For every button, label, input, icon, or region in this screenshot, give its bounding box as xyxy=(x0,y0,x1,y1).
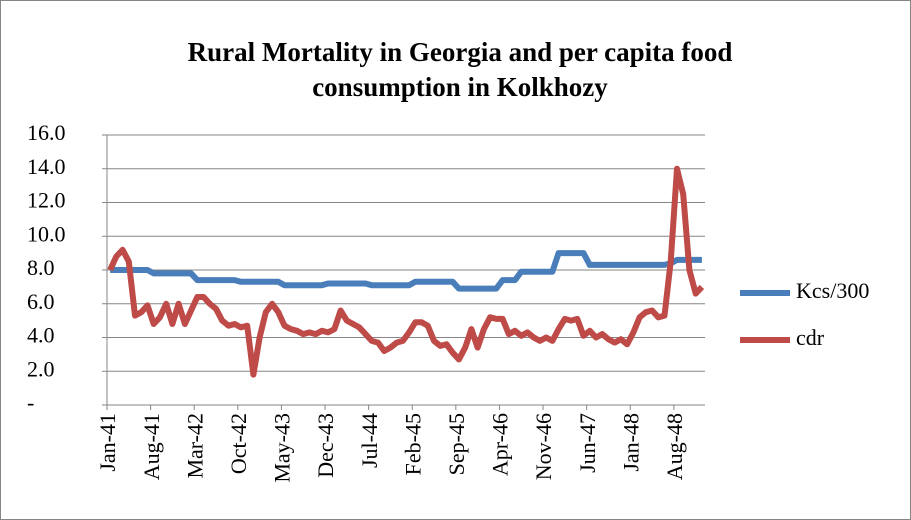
legend-label: Kcs/300 xyxy=(796,278,869,303)
chart-title: Rural Mortality in Georgia and per capit… xyxy=(188,37,733,102)
x-tick-label: Jan-48 xyxy=(618,413,643,472)
y-tick-label: 10.0 xyxy=(27,221,66,246)
y-tick-label: 4.0 xyxy=(27,323,55,348)
y-tick-label: 12.0 xyxy=(27,188,66,213)
series-line xyxy=(110,250,702,292)
y-tick-label: 2.0 xyxy=(27,356,55,381)
y-tick-label: 14.0 xyxy=(27,154,66,179)
y-tick-label: 16.0 xyxy=(27,120,66,145)
x-tick-label: Jan-41 xyxy=(95,413,120,472)
x-tick-label: Nov-46 xyxy=(531,413,556,480)
y-tick-label: - xyxy=(27,390,34,415)
x-tick-label: Sep-45 xyxy=(444,413,469,475)
x-tick-label: Feb-45 xyxy=(400,413,425,475)
x-tick-label: May-43 xyxy=(270,413,295,483)
legend-label: cdr xyxy=(796,325,825,350)
x-tick-label: Aug-48 xyxy=(662,413,687,480)
x-tick-label: Mar-42 xyxy=(182,413,207,479)
x-tick-label: Jun-47 xyxy=(575,413,600,473)
y-tick-label: 6.0 xyxy=(27,289,55,314)
x-tick-label: Apr-46 xyxy=(488,413,513,476)
x-tick-label: Oct-42 xyxy=(226,413,251,474)
series-line xyxy=(107,165,705,378)
y-tick-label: 8.0 xyxy=(27,255,55,280)
x-tick-label: Aug-41 xyxy=(139,413,164,480)
x-tick-label: Dec-43 xyxy=(313,413,338,478)
x-tick-label: Jul-44 xyxy=(357,413,382,468)
